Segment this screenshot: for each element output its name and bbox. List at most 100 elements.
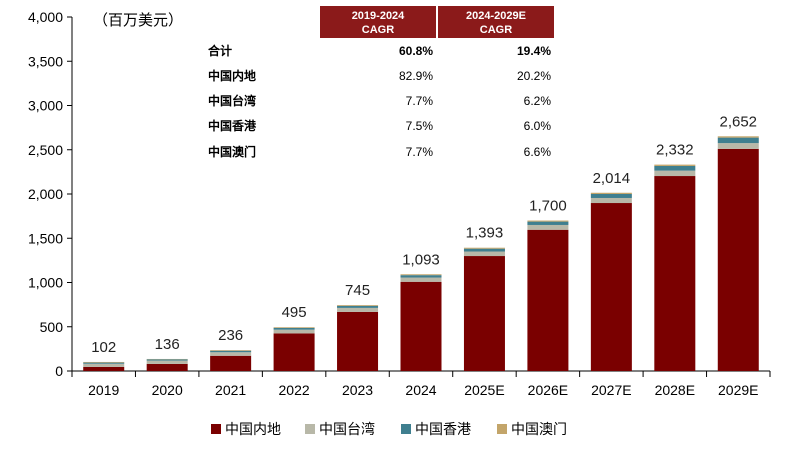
bar-segment — [654, 171, 695, 176]
bar-total-label: 2,014 — [593, 170, 631, 187]
bar-segment — [210, 356, 251, 371]
cagr-value-2019-2024: 82.9% — [399, 69, 433, 83]
x-tick-label: 2023 — [342, 382, 373, 398]
cagr-row-label: 中国台湾 — [208, 93, 256, 108]
cagr-row-label: 中国澳门 — [208, 144, 256, 159]
bar-total-label: 136 — [155, 336, 180, 353]
x-tick-label: 2024 — [405, 382, 436, 398]
legend-swatch — [401, 424, 411, 434]
bar-segment — [527, 221, 568, 222]
bar-segment — [147, 359, 188, 360]
cagr-row-label: 合计 — [208, 43, 232, 58]
legend-label: 中国台湾 — [319, 421, 375, 437]
legend-swatch — [305, 424, 315, 434]
y-tick-label: 2,500 — [28, 142, 63, 158]
cagr-row-label: 中国内地 — [208, 68, 256, 83]
bar-segment — [274, 333, 315, 371]
x-tick-label: 2029E — [718, 382, 758, 398]
bar-segment — [401, 278, 442, 282]
bar-total-label: 2,652 — [719, 113, 757, 130]
bar-total-label: 2,332 — [656, 142, 694, 159]
bar-segment — [464, 256, 505, 371]
y-tick-label: 2,000 — [28, 186, 63, 202]
y-tick-label: 1,000 — [28, 275, 63, 291]
unit-label: （百万美元） — [93, 12, 183, 29]
bar-segment — [210, 351, 251, 353]
bar-segment — [591, 193, 632, 194]
bar-segment — [83, 367, 124, 371]
cagr-value-2024-2029e: 6.2% — [524, 94, 552, 108]
bar-segment — [527, 230, 568, 371]
y-tick-label: 3,000 — [28, 98, 63, 114]
bar-segment — [337, 306, 378, 308]
cagr-header-label: 2024-2029E — [466, 10, 526, 22]
bar-segment — [591, 198, 632, 203]
bar-segment — [464, 248, 505, 249]
cagr-value-2019-2024: 7.5% — [406, 119, 434, 133]
x-tick-label: 2022 — [279, 382, 310, 398]
bar-segment — [274, 327, 315, 328]
bar-segment — [274, 330, 315, 334]
legend-label: 中国内地 — [225, 421, 281, 437]
bar-segment — [147, 361, 188, 364]
y-tick-label: 1,500 — [28, 230, 63, 246]
x-tick-label: 2028E — [655, 382, 695, 398]
bar-total-label: 236 — [218, 327, 243, 344]
bar-segment — [337, 308, 378, 312]
x-tick-label: 2020 — [152, 382, 183, 398]
cagr-header-label: CAGR — [480, 24, 512, 36]
bar-segment — [718, 136, 759, 137]
cagr-row-label: 中国香港 — [208, 118, 257, 133]
bar-segment — [147, 364, 188, 371]
bar-segment — [337, 305, 378, 306]
bar-segment — [718, 138, 759, 143]
legend-swatch — [211, 424, 221, 434]
bar-segment — [274, 328, 315, 330]
bar-segment — [83, 364, 124, 367]
legend-label: 中国香港 — [415, 421, 471, 437]
bar-segment — [718, 143, 759, 149]
bar-segment — [718, 149, 759, 371]
cagr-value-2019-2024: 7.7% — [406, 94, 434, 108]
legend-label: 中国澳门 — [511, 421, 567, 437]
bar-segment — [654, 165, 695, 166]
cagr-value-2024-2029e: 20.2% — [517, 69, 551, 83]
cagr-header-label: CAGR — [362, 24, 394, 36]
cagr-value-2019-2024: 60.8% — [399, 44, 433, 58]
bar-total-label: 1,700 — [529, 198, 567, 215]
bar-segment — [337, 312, 378, 371]
cagr-value-2024-2029e: 6.6% — [524, 145, 552, 159]
x-tick-label: 2021 — [215, 382, 246, 398]
bar-segment — [654, 176, 695, 371]
legend-swatch — [497, 424, 507, 434]
bar-segment — [591, 203, 632, 371]
bar-segment — [464, 252, 505, 257]
bar-segment — [83, 363, 124, 364]
x-tick-label: 2026E — [528, 382, 568, 398]
bar-total-label: 102 — [91, 339, 116, 356]
bar-segment — [401, 274, 442, 275]
bar-total-label: 745 — [345, 282, 370, 299]
bar-total-label: 1,393 — [466, 225, 504, 242]
bar-segment — [591, 194, 632, 198]
bar-segment — [210, 352, 251, 356]
y-tick-label: 4,000 — [28, 9, 63, 25]
y-tick-label: 3,500 — [28, 53, 63, 69]
bar-segment — [527, 225, 568, 230]
bar-segment — [210, 350, 251, 351]
cagr-header-label: 2019-2024 — [352, 10, 405, 22]
y-tick-label: 500 — [40, 319, 64, 335]
bar-total-label: 1,093 — [402, 251, 440, 268]
bar-segment — [83, 362, 124, 363]
bar-segment — [464, 249, 505, 252]
y-tick-label: 0 — [55, 363, 63, 379]
bar-segment — [401, 275, 442, 277]
bar-total-label: 495 — [282, 304, 307, 321]
bar-segment — [401, 282, 442, 371]
bar-segment — [527, 222, 568, 225]
bar-segment — [654, 166, 695, 171]
x-tick-label: 2025E — [464, 382, 504, 398]
cagr-value-2024-2029e: 19.4% — [517, 44, 551, 58]
